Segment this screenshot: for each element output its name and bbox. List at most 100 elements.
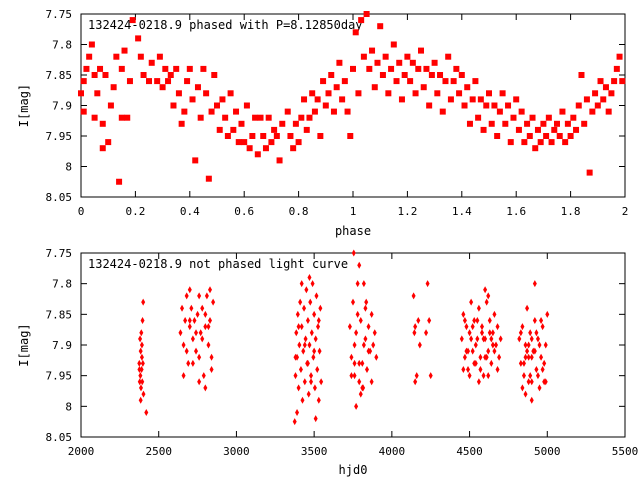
data-point <box>352 341 357 349</box>
data-point <box>492 347 497 355</box>
data-point <box>180 304 185 312</box>
data-point <box>313 335 318 343</box>
data-point <box>470 347 475 355</box>
data-point <box>187 316 192 324</box>
data-point <box>88 41 95 48</box>
data-point <box>453 65 460 72</box>
data-point <box>99 120 106 127</box>
y-tick-label: 8 <box>65 161 72 174</box>
data-point <box>442 78 449 85</box>
data-point <box>118 65 125 72</box>
data-point <box>613 65 620 72</box>
data-point <box>363 335 368 343</box>
data-point <box>594 102 601 109</box>
data-point <box>390 41 397 48</box>
data-point <box>249 133 256 139</box>
y-tick-label: 8.05 <box>46 431 73 444</box>
data-point <box>140 316 145 324</box>
data-point <box>312 310 317 318</box>
data-point <box>398 96 405 103</box>
data-point <box>520 384 525 392</box>
data-point <box>99 145 106 152</box>
data-point <box>307 274 312 282</box>
data-point <box>363 304 368 312</box>
data-point <box>487 316 492 324</box>
data-point <box>507 139 514 146</box>
data-point <box>183 316 188 324</box>
data-point <box>416 316 421 324</box>
data-point <box>464 323 469 331</box>
data-point <box>434 90 441 97</box>
data-point <box>230 126 237 133</box>
data-point <box>181 341 186 349</box>
data-point <box>545 310 550 318</box>
data-point <box>146 78 152 85</box>
data-point <box>137 378 142 386</box>
data-point <box>393 78 400 85</box>
data-point <box>396 59 403 66</box>
data-point <box>409 59 416 66</box>
data-point <box>521 139 528 146</box>
data-point <box>575 102 582 109</box>
data-point <box>357 359 362 367</box>
data-point <box>450 78 457 85</box>
data-point <box>309 90 316 97</box>
data-point <box>347 133 354 139</box>
data-point <box>456 90 463 97</box>
data-point <box>357 261 362 269</box>
data-point <box>116 178 123 185</box>
data-point <box>138 384 143 392</box>
data-point <box>317 133 324 139</box>
data-point <box>139 329 144 337</box>
data-point <box>165 78 172 85</box>
data-point <box>520 323 525 331</box>
data-point <box>262 145 269 152</box>
data-point <box>140 72 147 78</box>
data-point <box>548 139 555 146</box>
data-point <box>423 65 430 72</box>
data-point <box>233 108 240 115</box>
data-point <box>208 316 213 324</box>
data-point <box>138 396 143 404</box>
data-point <box>138 372 143 380</box>
data-point <box>543 133 550 139</box>
data-point <box>302 304 307 312</box>
data-point <box>369 310 374 318</box>
data-point <box>528 372 533 380</box>
data-point <box>301 347 306 355</box>
data-point <box>107 102 114 109</box>
data-point <box>461 102 468 109</box>
data-point <box>489 359 494 367</box>
data-point <box>581 120 588 127</box>
data-point <box>271 126 278 133</box>
data-point <box>424 329 429 337</box>
data-point <box>138 347 143 355</box>
data-point <box>299 280 304 288</box>
data-point <box>162 65 169 72</box>
data-point <box>200 65 207 72</box>
data-point <box>355 280 360 288</box>
x-tick-label: 1 <box>350 205 357 218</box>
data-point <box>80 78 87 85</box>
data-point <box>216 126 223 133</box>
data-point <box>412 90 419 97</box>
data-point <box>296 323 301 331</box>
data-point <box>428 372 433 380</box>
data-point <box>352 372 357 380</box>
data-point <box>513 96 520 103</box>
data-point <box>341 78 348 85</box>
data-point <box>208 108 215 115</box>
data-point <box>126 78 133 85</box>
data-point <box>532 347 537 355</box>
data-point <box>156 53 163 60</box>
data-point <box>445 53 452 60</box>
data-point <box>118 114 125 121</box>
data-point <box>425 280 430 288</box>
data-point <box>521 372 526 380</box>
data-point <box>481 372 486 380</box>
data-point <box>314 96 321 103</box>
data-point <box>304 286 309 294</box>
data-point <box>363 11 370 17</box>
data-point <box>159 84 166 91</box>
data-point <box>483 286 488 294</box>
